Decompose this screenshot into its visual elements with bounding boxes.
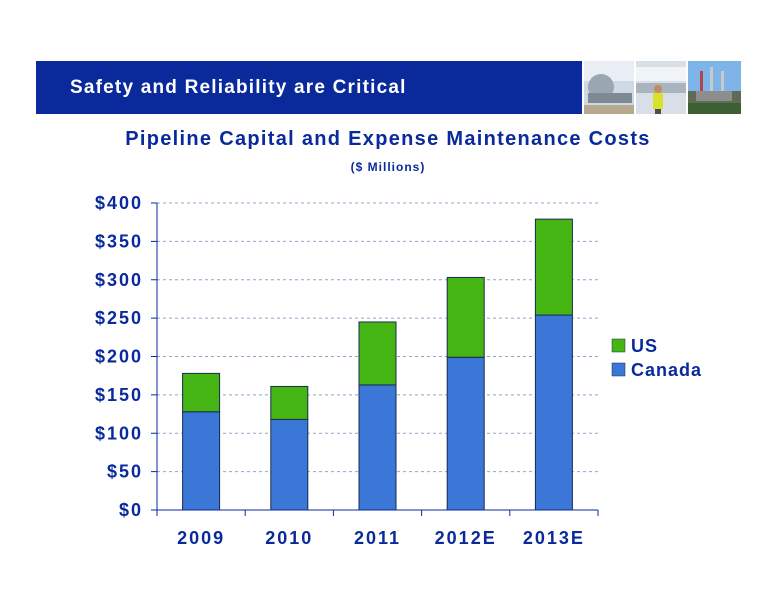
legend-swatch-us [611,338,626,353]
pipeline-worker-photo [636,61,686,114]
y-tick-label: $200 [95,347,143,367]
bar-us-2010 [270,385,309,420]
legend-label-us: US [631,336,658,356]
chart-title: Pipeline Capital and Expense Maintenance… [125,128,651,150]
bar-us-2009 [182,372,221,413]
page-title: Safety and Reliability are Critical [70,77,407,98]
bar-canada-2013e [534,314,573,511]
x-tick-label: 2009 [177,528,225,548]
y-tick-label: $0 [119,500,143,520]
bar-canada-2011 [358,384,397,511]
y-tick-label: $250 [95,308,143,328]
pipeline-valves-photo [584,61,634,114]
y-tick-label: $50 [107,462,143,482]
x-tick-label: 2013E [523,528,585,548]
bar-us-2011 [358,321,397,386]
x-tick-label: 2011 [354,528,401,548]
y-tick-label: $150 [95,385,143,405]
header-photos [584,61,741,114]
y-tick-label: $400 [95,193,143,213]
y-tick-label: $300 [95,270,143,290]
legend-label-canada: Canada [631,360,702,380]
header-banner: Safety and Reliability are Critical [36,61,582,114]
bar-canada-2012e [446,356,485,511]
y-tick-label: $100 [95,423,143,443]
x-tick-label: 2010 [265,528,313,548]
y-tick-label: $350 [95,231,143,251]
bar-canada-2010 [270,418,309,511]
chart-subtitle: ($ Millions) [350,160,426,174]
power-plant-photo [688,61,741,114]
bar-canada-2009 [182,411,221,511]
bar-us-2012e [446,276,485,358]
x-tick-label: 2012E [435,528,497,548]
bar-us-2013e [534,218,573,316]
legend-swatch-canada [611,362,626,377]
